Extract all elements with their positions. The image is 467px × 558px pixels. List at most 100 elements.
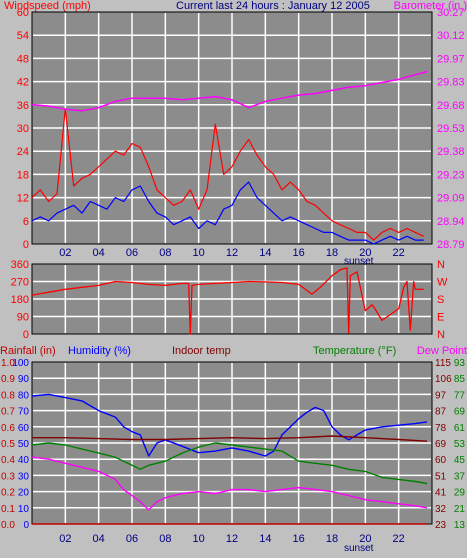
barometer-ticks: 28.79 28.94 29.09 29.23 29.38 29.53 29.68 29.83… [437,7,465,251]
tick-label: 30.12 [437,30,465,42]
tick-label: 0 [23,239,29,251]
tick-label: 69 [435,439,447,450]
wind-baro-grid [33,13,431,243]
tick-label: 29 [454,488,466,499]
humidity-temp-panel: Rainfall (in) Humidity (%) Indoor temp T… [0,345,467,554]
tick-label: 40 [18,455,30,466]
tick-label: 115 [435,358,451,369]
rainfall-ticks: 0.0 0.1 0.2 0.3 0.4 0.5 0.6 0.7 0.8 0.9 1.0 [1,358,15,531]
x-tick-label: 18 [326,533,338,545]
tick-label: 0.4 [1,455,15,466]
x-tick-label: 22 [393,247,405,259]
tick-label: 29.68 [437,100,465,112]
tick-label: 29.53 [437,123,465,135]
x-tick-label: 18 [326,247,338,259]
direction-degree-ticks: 0 90 180 270 360 [11,259,29,341]
tick-label: 29.09 [437,193,465,205]
x-tick-label: 08 [159,533,171,545]
tick-label: 29.38 [437,146,465,158]
tick-label: 13 [454,520,466,531]
tick-label: 78 [435,423,447,434]
x-tick-label: 16 [293,247,305,259]
x-tick-label: 06 [126,533,138,545]
wind-baro-x-ticks: 02 04 06 08 10 12 14 16 18 20 22 [59,247,405,259]
wind-line [31,181,424,245]
wind-direction-line [31,267,424,335]
tick-label: 20 [18,488,30,499]
tick-label: 77 [454,390,466,401]
tick-label: 106 [435,374,452,385]
temperature-axis-label: Temperature (°F) [313,345,396,357]
dewpoint-line [31,456,428,511]
humidity-ticks: 0 10 20 30 40 50 60 70 80 90 100 [12,358,29,531]
tick-label: 30 [17,123,29,135]
tick-label: 24 [17,146,29,158]
tick-label: 60 [435,455,447,466]
tick-label: 0.8 [1,390,15,401]
x-tick-label: 02 [59,533,71,545]
tick-label: 28.79 [437,239,465,251]
tick-label: 90 [18,374,30,385]
tick-label: 6 [23,216,29,228]
sunset-label-bottom: sunset [344,543,374,554]
x-tick-label: 08 [159,247,171,259]
baro-line [31,70,428,112]
tick-label: 0 [23,329,29,341]
wind-baro-panel: Windspeed (mph) Current last 24 hours : … [4,0,467,267]
x-tick-label: 14 [259,247,271,259]
gust-line [31,108,424,241]
tick-label: 32 [435,504,447,515]
tick-label: 21 [454,504,466,515]
tick-label: 0 [23,520,29,531]
tick-label: 60 [18,423,30,434]
tick-label: N [437,259,445,271]
tick-label: 0.7 [1,407,15,418]
x-tick-label: 02 [59,247,71,259]
windspeed-axis-label: Windspeed (mph) [4,0,91,12]
barometer-axis-label: Barometer (in.) [394,0,467,12]
tick-label: 29.23 [437,169,465,181]
x-tick-label: 22 [393,533,405,545]
tick-label: 1.0 [1,358,15,369]
tick-label: 29.97 [437,53,465,65]
humidity-temp-series [31,393,428,525]
tick-label: 0.2 [1,488,15,499]
tick-label: 90 [17,312,29,324]
tick-label: 42 [17,77,29,89]
wind-direction-series [31,267,424,335]
x-tick-label: 10 [193,247,205,259]
chart-title: Current last 24 hours : January 12 2005 [176,0,370,12]
tick-label: 30.27 [437,7,465,19]
tick-label: 69 [454,407,466,418]
tick-label: 270 [11,277,29,289]
windspeed-ticks: 0 6 12 18 24 30 36 42 48 54 60 [17,7,29,251]
tick-label: 54 [17,30,29,42]
tick-label: S [437,294,444,306]
tick-label: N [437,329,445,341]
tick-label: 97 [435,390,447,401]
tick-label: 12 [17,193,29,205]
tick-label: 48 [17,53,29,65]
tick-label: 28.94 [437,216,465,228]
tick-label: 18 [17,169,29,181]
x-tick-label: 16 [293,533,305,545]
tick-label: 0.6 [1,423,15,434]
x-tick-label: 20 [359,247,371,259]
tick-label: 36 [17,100,29,112]
x-tick-label: 10 [193,533,205,545]
tick-label: 60 [17,7,29,19]
tick-label: 45 [454,455,466,466]
x-tick-label: 14 [259,533,271,545]
indoor-temp-label: Indoor temp [172,345,231,357]
x-tick-label: 04 [93,247,105,259]
tick-label: 93 [454,358,466,369]
tick-label: E [437,312,444,324]
tick-label: 360 [11,259,29,271]
tick-label: 41 [435,488,447,499]
wind-baro-series [31,70,428,245]
tick-label: 37 [454,471,466,482]
tick-label: 53 [454,439,466,450]
